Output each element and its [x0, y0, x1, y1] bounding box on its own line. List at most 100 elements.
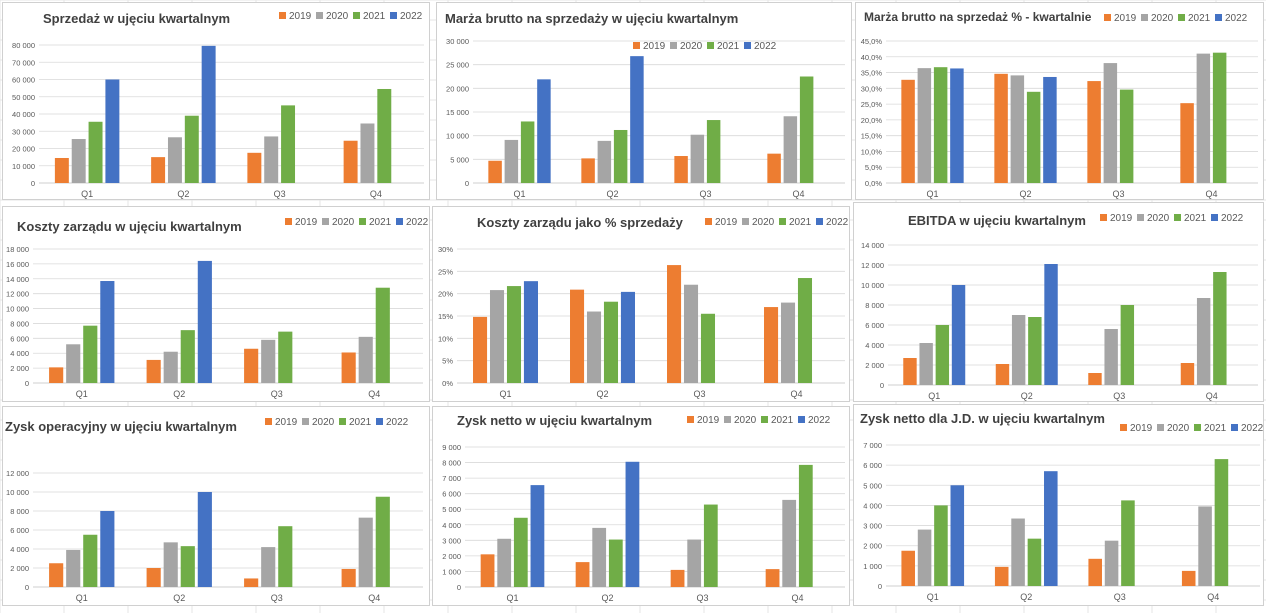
- bar-2021-q3[interactable]: [1119, 89, 1134, 183]
- bar-2021-q3[interactable]: [278, 526, 293, 587]
- bar-2020-q4[interactable]: [360, 123, 375, 183]
- chart-panel-operating-profit[interactable]: Zysk operacyjny w ujęciu kwartalnym 2019 2…: [2, 406, 430, 606]
- bar-2022-q1[interactable]: [950, 68, 964, 183]
- bar-2019-q3[interactable]: [1087, 81, 1101, 183]
- bar-2020-q4[interactable]: [358, 517, 373, 587]
- bar-2020-q1[interactable]: [917, 68, 932, 183]
- bar-2022-q1[interactable]: [523, 281, 538, 383]
- bar-2019-q1[interactable]: [473, 316, 488, 383]
- bar-2019-q1[interactable]: [49, 367, 64, 383]
- chart-panel-ebitda[interactable]: EBITDA w ujęciu kwartalnym 2019 2020 2021 20…: [853, 202, 1264, 402]
- bar-2019-q3[interactable]: [670, 569, 685, 587]
- bar-2019-q1[interactable]: [480, 554, 495, 587]
- bar-2022-q1[interactable]: [951, 285, 966, 385]
- bar-2020-q1[interactable]: [497, 538, 512, 587]
- chart-panel-admin-costs-pct[interactable]: Koszty zarządu jako % sprzedaży 2019 2020 2…: [432, 206, 850, 402]
- bar-2021-q1[interactable]: [935, 325, 950, 385]
- bar-2021-q1[interactable]: [934, 505, 948, 586]
- bar-2019-q4[interactable]: [1181, 570, 1196, 586]
- bar-2019-q4[interactable]: [341, 568, 356, 587]
- bar-2022-q2[interactable]: [625, 461, 640, 587]
- bar-2021-q4[interactable]: [375, 287, 390, 383]
- bar-2019-q2[interactable]: [581, 158, 595, 183]
- bar-2020-q2[interactable]: [163, 351, 178, 383]
- bar-2021-q3[interactable]: [706, 120, 721, 183]
- bar-2019-q2[interactable]: [146, 568, 161, 587]
- bar-2021-q2[interactable]: [180, 546, 195, 587]
- chart-panel-gross-margin[interactable]: Marża brutto na sprzedaży w ujęciu kwart…: [436, 2, 852, 200]
- bar-2021-q4[interactable]: [1213, 272, 1227, 385]
- bar-2022-q1[interactable]: [950, 485, 965, 586]
- bar-2020-q2[interactable]: [1011, 518, 1025, 586]
- bar-2019-q3[interactable]: [1088, 558, 1102, 586]
- bar-2020-q3[interactable]: [1104, 329, 1118, 385]
- bar-2019-q4[interactable]: [767, 153, 781, 183]
- bar-2021-q1[interactable]: [933, 67, 948, 183]
- bar-2019-q2[interactable]: [151, 157, 166, 183]
- bar-2021-q2[interactable]: [1026, 91, 1041, 183]
- bar-2020-q1[interactable]: [66, 549, 81, 587]
- bar-2020-q3[interactable]: [683, 284, 699, 383]
- bar-2019-q4[interactable]: [1180, 103, 1194, 183]
- bar-2021-q2[interactable]: [603, 301, 619, 383]
- bar-2019-q3[interactable]: [1088, 373, 1102, 385]
- bar-2020-q1[interactable]: [71, 139, 86, 183]
- bar-2021-q1[interactable]: [506, 286, 522, 383]
- bar-2022-q2[interactable]: [1043, 76, 1057, 183]
- bar-2019-q4[interactable]: [343, 140, 358, 183]
- bar-2019-q4[interactable]: [341, 352, 356, 383]
- chart-panel-sales[interactable]: Sprzedaż w ujęciu kwartalnym 2019 2020 2021…: [2, 2, 430, 200]
- bar-2020-q1[interactable]: [66, 344, 81, 383]
- bar-2020-q2[interactable]: [1011, 315, 1026, 385]
- bar-2022-q2[interactable]: [1044, 471, 1058, 586]
- bar-2020-q2[interactable]: [592, 527, 607, 587]
- bar-2019-q1[interactable]: [903, 358, 917, 385]
- bar-2020-q1[interactable]: [504, 139, 519, 183]
- bar-2020-q2[interactable]: [597, 140, 612, 183]
- bar-2019-q1[interactable]: [901, 79, 915, 183]
- bar-2020-q3[interactable]: [1103, 63, 1118, 183]
- bar-2022-q2[interactable]: [197, 492, 212, 587]
- bar-2019-q1[interactable]: [901, 550, 915, 586]
- bar-2019-q1[interactable]: [54, 157, 69, 183]
- bar-2019-q2[interactable]: [994, 73, 1008, 183]
- bar-2021-q3[interactable]: [1121, 500, 1135, 586]
- bar-2019-q3[interactable]: [667, 265, 682, 383]
- chart-panel-admin-costs[interactable]: Koszty zarządu w ujęciu kwartalnym 2019 20…: [2, 206, 430, 402]
- bar-2020-q3[interactable]: [687, 539, 702, 587]
- bar-2021-q1[interactable]: [513, 517, 528, 587]
- bar-2021-q2[interactable]: [613, 129, 628, 183]
- bar-2021-q2[interactable]: [184, 115, 199, 183]
- bar-2020-q2[interactable]: [167, 137, 182, 183]
- bar-2020-q1[interactable]: [917, 529, 932, 586]
- chart-panel-net-profit[interactable]: Zysk netto w ujęciu kwartalnym 2019 2020 20…: [432, 406, 850, 606]
- chart-panel-gross-margin-pct[interactable]: Marża brutto na sprzedaż % - kwartalnie 2…: [855, 2, 1264, 200]
- bar-2020-q1[interactable]: [489, 290, 505, 383]
- bar-2021-q4[interactable]: [798, 464, 813, 587]
- bar-2021-q2[interactable]: [1027, 538, 1042, 586]
- bar-2019-q2[interactable]: [994, 566, 1009, 586]
- bar-2019-q2[interactable]: [575, 562, 590, 587]
- bar-2021-q3[interactable]: [1120, 305, 1135, 385]
- bar-2020-q2[interactable]: [586, 311, 602, 383]
- bar-2022-q2[interactable]: [630, 56, 644, 183]
- bar-2021-q4[interactable]: [797, 278, 813, 383]
- bar-2021-q3[interactable]: [703, 504, 718, 587]
- bar-2020-q3[interactable]: [264, 136, 279, 183]
- bar-2021-q4[interactable]: [375, 496, 390, 587]
- bar-2022-q2[interactable]: [197, 260, 212, 383]
- bar-2022-q2[interactable]: [1044, 264, 1058, 385]
- bar-2021-q4[interactable]: [799, 76, 814, 184]
- bar-2019-q2[interactable]: [995, 364, 1010, 385]
- bar-2020-q2[interactable]: [1010, 75, 1025, 183]
- bar-2019-q4[interactable]: [764, 307, 779, 383]
- bar-2020-q2[interactable]: [163, 542, 178, 587]
- bar-2021-q1[interactable]: [88, 121, 103, 183]
- bar-2019-q1[interactable]: [49, 563, 64, 587]
- bar-2019-q3[interactable]: [244, 578, 259, 587]
- bar-2021-q1[interactable]: [83, 534, 98, 587]
- bar-2021-q2[interactable]: [180, 330, 195, 383]
- bar-2019-q2[interactable]: [570, 289, 585, 383]
- bar-2020-q3[interactable]: [690, 134, 705, 183]
- bar-2020-q1[interactable]: [919, 343, 933, 385]
